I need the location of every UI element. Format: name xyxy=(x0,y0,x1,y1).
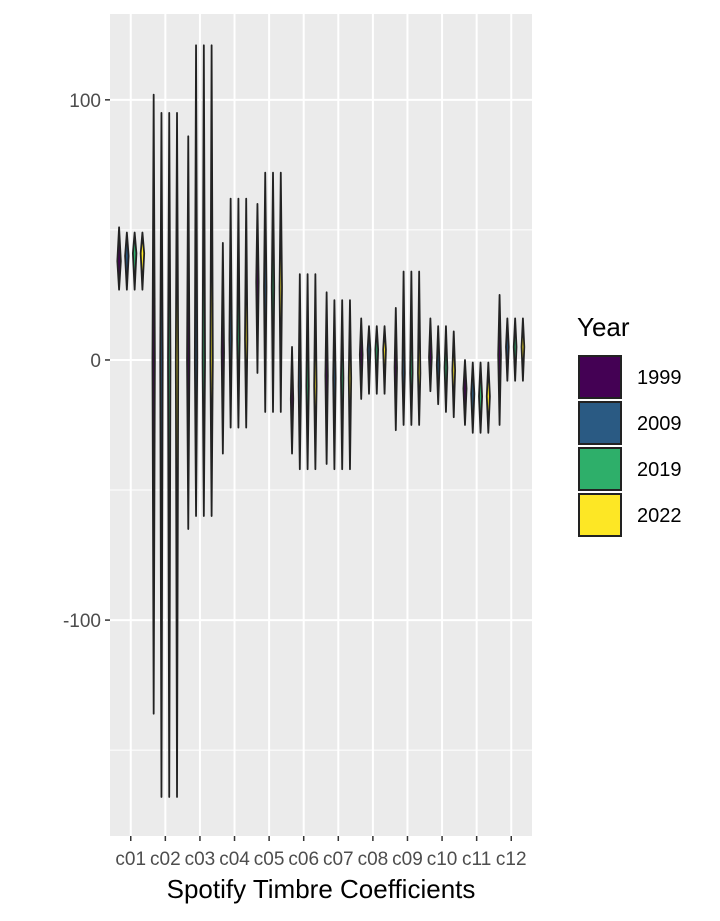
violin-2022-c08 xyxy=(382,325,387,395)
legend-key-2022 xyxy=(578,493,622,537)
y-tick-label: -100 xyxy=(63,611,101,632)
violin-2022-c11 xyxy=(485,361,491,434)
violin-1999-c04 xyxy=(220,242,225,455)
violin-2009-c05 xyxy=(263,171,268,413)
violin-2022-c04 xyxy=(244,197,249,429)
minor-gridlines xyxy=(110,229,532,751)
violin-2019-c09 xyxy=(409,270,414,426)
violin-2009-c01 xyxy=(124,231,130,291)
legend-label-2019: 2019 xyxy=(637,459,682,481)
violin-1999-c01 xyxy=(116,226,122,291)
violin-1999-c03 xyxy=(186,135,191,530)
violin-1999-c07 xyxy=(324,291,329,465)
violin-2022-c05 xyxy=(278,171,283,413)
legend-key-1999 xyxy=(578,355,622,399)
x-tick-label: c01 xyxy=(115,849,146,870)
violin-2019-c05 xyxy=(270,171,276,413)
legend-label-2022: 2022 xyxy=(637,505,682,527)
violin-2022-c10 xyxy=(451,330,457,419)
violin-2009-c06 xyxy=(297,273,302,471)
violin-2019-c06 xyxy=(305,273,310,471)
x-tick-label: c09 xyxy=(392,849,423,870)
violin-2019-c03 xyxy=(201,44,206,517)
violin-2022-c06 xyxy=(313,273,318,471)
x-axis-title: Spotify Timbre Coefficients xyxy=(167,874,476,904)
panel-background xyxy=(110,14,532,836)
x-tick-label: c11 xyxy=(462,849,491,870)
violin-2022-c07 xyxy=(347,299,353,471)
violin-1999-c08 xyxy=(358,317,364,400)
violin-2019-c11 xyxy=(478,361,484,434)
violin-2022-c03 xyxy=(209,44,214,517)
violin-1999-c05 xyxy=(255,202,260,374)
y-tick-label: 0 xyxy=(90,351,101,372)
x-tick-label: c02 xyxy=(150,849,181,870)
x-tick-label: c10 xyxy=(427,849,458,870)
violin-2009-c08 xyxy=(366,325,372,395)
violin-1999-c10 xyxy=(428,317,433,393)
violin-1999-c06 xyxy=(289,346,295,455)
violin-2019-c08 xyxy=(374,325,380,395)
violin-2009-c04 xyxy=(228,197,233,429)
legend: Year 1999 2009 2019 2022 xyxy=(577,312,682,537)
x-tick-label: c04 xyxy=(219,849,250,870)
x-tick-label: c03 xyxy=(185,849,216,870)
violin-2022-c02 xyxy=(174,111,180,798)
violin-2019-c02 xyxy=(167,111,172,798)
y-tick-label: 100 xyxy=(69,91,101,112)
legend-title: Year xyxy=(577,312,630,342)
violin-layer xyxy=(116,44,526,798)
violin-1999-c11 xyxy=(462,359,468,426)
major-gridlines xyxy=(110,14,532,836)
violin-2009-c10 xyxy=(435,325,441,406)
violin-2009-c11 xyxy=(470,361,476,434)
violin-2022-c09 xyxy=(417,270,422,426)
x-tick-label: c12 xyxy=(496,849,527,870)
violin-1999-c12 xyxy=(497,294,502,426)
violin-2009-c07 xyxy=(332,299,337,471)
violin-2019-c04 xyxy=(236,197,241,429)
violin-2009-c12 xyxy=(505,317,510,382)
violin-1999-c09 xyxy=(393,307,398,432)
legend-label-1999: 1999 xyxy=(637,367,682,389)
violin-2019-c10 xyxy=(443,325,449,413)
violin-2009-c02 xyxy=(159,111,164,798)
legend-label-2009: 2009 xyxy=(637,413,682,435)
x-tick-label: c08 xyxy=(358,849,389,870)
violin-1999-c02 xyxy=(151,93,156,715)
violin-2022-c12 xyxy=(520,317,526,382)
violin-2009-c09 xyxy=(401,270,406,426)
x-axis: c01 c02 c03 c04 c05 c06 c07 c08 c09 c10 c11 c12 xyxy=(115,836,527,870)
violin-2022-c01 xyxy=(139,231,146,291)
violin-2019-c07 xyxy=(340,299,345,471)
x-tick-label: c06 xyxy=(288,849,319,870)
violin-2019-c01 xyxy=(131,231,138,291)
violin-2019-c12 xyxy=(512,317,518,382)
x-tick-label: c05 xyxy=(254,849,285,870)
legend-key-2009 xyxy=(578,401,622,445)
y-axis: -100 0 100 xyxy=(63,91,110,632)
x-tick-label: c07 xyxy=(323,849,354,870)
violin-2009-c03 xyxy=(193,44,199,517)
legend-key-2019 xyxy=(578,447,622,491)
